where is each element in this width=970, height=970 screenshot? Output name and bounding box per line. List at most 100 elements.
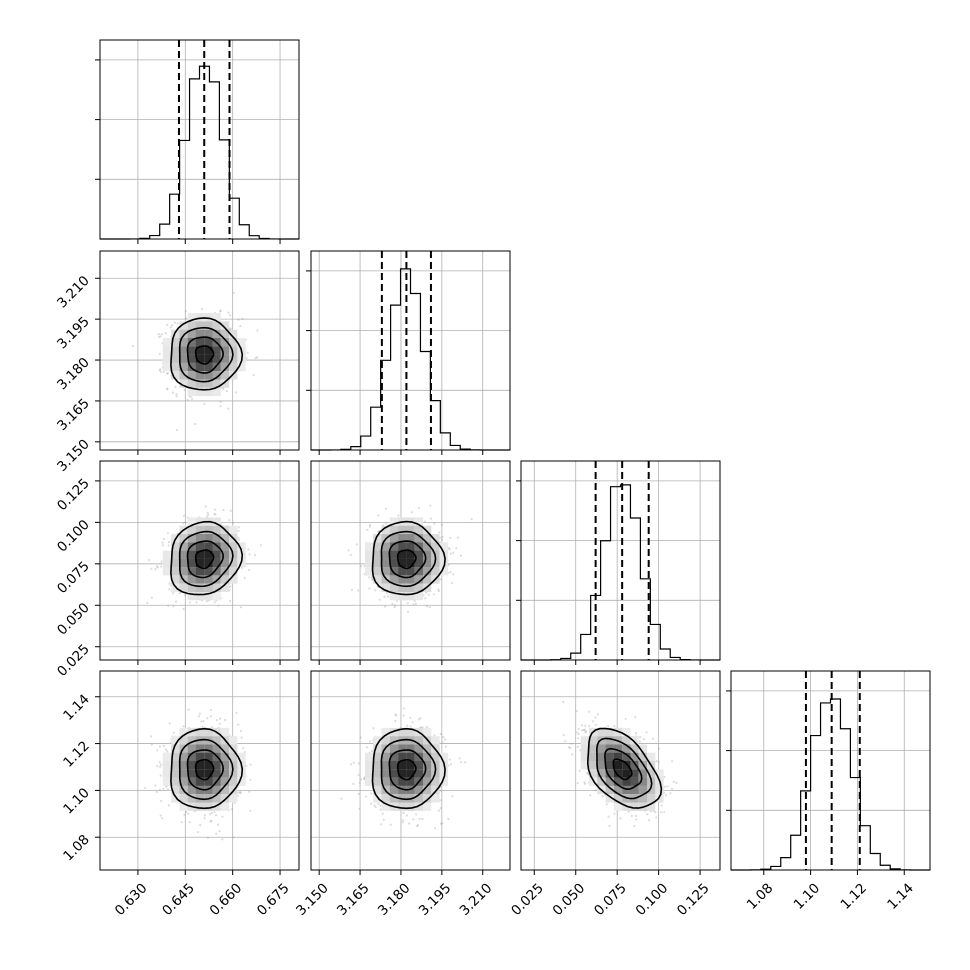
sample-point (162, 537, 165, 541)
sample-point (440, 523, 444, 526)
sample-point (434, 827, 437, 830)
sample-point (166, 387, 169, 390)
density-cell (162, 567, 172, 576)
sample-point (171, 391, 175, 394)
sample-point (401, 821, 404, 824)
density-cell (381, 558, 390, 568)
sample-point (379, 808, 382, 811)
sample-point (166, 750, 169, 753)
density-cell (162, 769, 172, 778)
sample-point (394, 719, 397, 723)
sample-point (459, 554, 463, 557)
density-cell (195, 362, 205, 372)
sample-point (162, 744, 165, 748)
sample-point (412, 603, 415, 606)
sample-point (393, 606, 396, 609)
density-cell (179, 346, 188, 355)
sample-point (160, 333, 163, 336)
density-cell (162, 362, 172, 372)
density-cell (171, 769, 180, 778)
sample-point (395, 714, 398, 717)
x-tick-label: 1.08 (744, 880, 777, 913)
sample-point (368, 576, 371, 579)
x-tick-label: 1.10 (791, 880, 824, 913)
density-cell (187, 313, 196, 322)
sample-point (209, 715, 212, 718)
y-tick-label: 1.12 (60, 738, 93, 771)
sample-point (175, 395, 178, 398)
sample-point (161, 541, 164, 544)
density-cell (195, 338, 205, 347)
sample-point (224, 718, 227, 722)
sample-point (173, 321, 177, 324)
sample-point (358, 781, 361, 784)
density-cell (179, 761, 188, 770)
sample-point (227, 311, 230, 314)
sample-point (243, 576, 246, 579)
sample-point (131, 345, 134, 348)
sample-point (411, 721, 414, 724)
scatter-panel-3-0 (99, 670, 300, 871)
y-tick-label: 3.195 (54, 314, 93, 353)
sample-point (439, 799, 442, 802)
y-tick-label: 3.180 (54, 355, 93, 394)
sample-point (182, 725, 185, 728)
sample-point (452, 573, 455, 576)
sample-point (169, 326, 172, 329)
sample-point (378, 598, 381, 601)
sample-point (358, 807, 361, 810)
sample-point (178, 592, 181, 595)
density-cell (204, 362, 213, 372)
sample-point (184, 317, 187, 320)
density-cell (171, 362, 180, 372)
density-cell (204, 313, 213, 322)
sample-point (155, 790, 158, 794)
sample-point (441, 538, 444, 541)
histogram-step (730, 698, 931, 871)
sample-point (227, 407, 230, 410)
y-tick-label: 0.100 (54, 517, 93, 556)
density-cell (237, 362, 246, 372)
density-cell (187, 362, 196, 372)
sample-point (350, 763, 353, 766)
sample-point (221, 838, 224, 841)
sample-point (162, 787, 165, 790)
sample-point (201, 307, 204, 311)
sample-point (206, 515, 209, 518)
sample-point (259, 544, 262, 547)
density-cell (204, 346, 213, 355)
density-cell (162, 550, 172, 559)
sample-point (160, 560, 163, 563)
sample-point (213, 601, 216, 604)
sample-point (425, 725, 428, 729)
sample-point (229, 509, 232, 512)
density-cell (187, 550, 196, 559)
sample-point (156, 764, 159, 768)
sample-point (158, 788, 162, 792)
sample-point (448, 758, 451, 761)
sample-point (206, 717, 209, 720)
sample-point (232, 836, 235, 839)
sample-point (160, 763, 163, 766)
sample-point (248, 553, 251, 556)
sample-point (443, 738, 447, 741)
sample-point (167, 604, 170, 607)
sample-point (161, 544, 164, 547)
sample-point (409, 716, 412, 719)
sample-point (389, 823, 392, 826)
sample-point (379, 804, 382, 807)
sample-point (214, 513, 217, 516)
sample-point (155, 565, 159, 568)
histogram-panel-2 (516, 460, 721, 661)
sample-point (256, 329, 259, 332)
sample-point (237, 529, 240, 532)
density-cell (162, 558, 172, 568)
sample-point (175, 428, 178, 432)
contour-line (178, 326, 234, 383)
sample-point (357, 774, 360, 777)
density-cell (406, 550, 415, 559)
sample-point (200, 720, 203, 723)
sample-point (150, 743, 153, 746)
sample-point (147, 559, 150, 562)
sample-point (416, 824, 420, 827)
